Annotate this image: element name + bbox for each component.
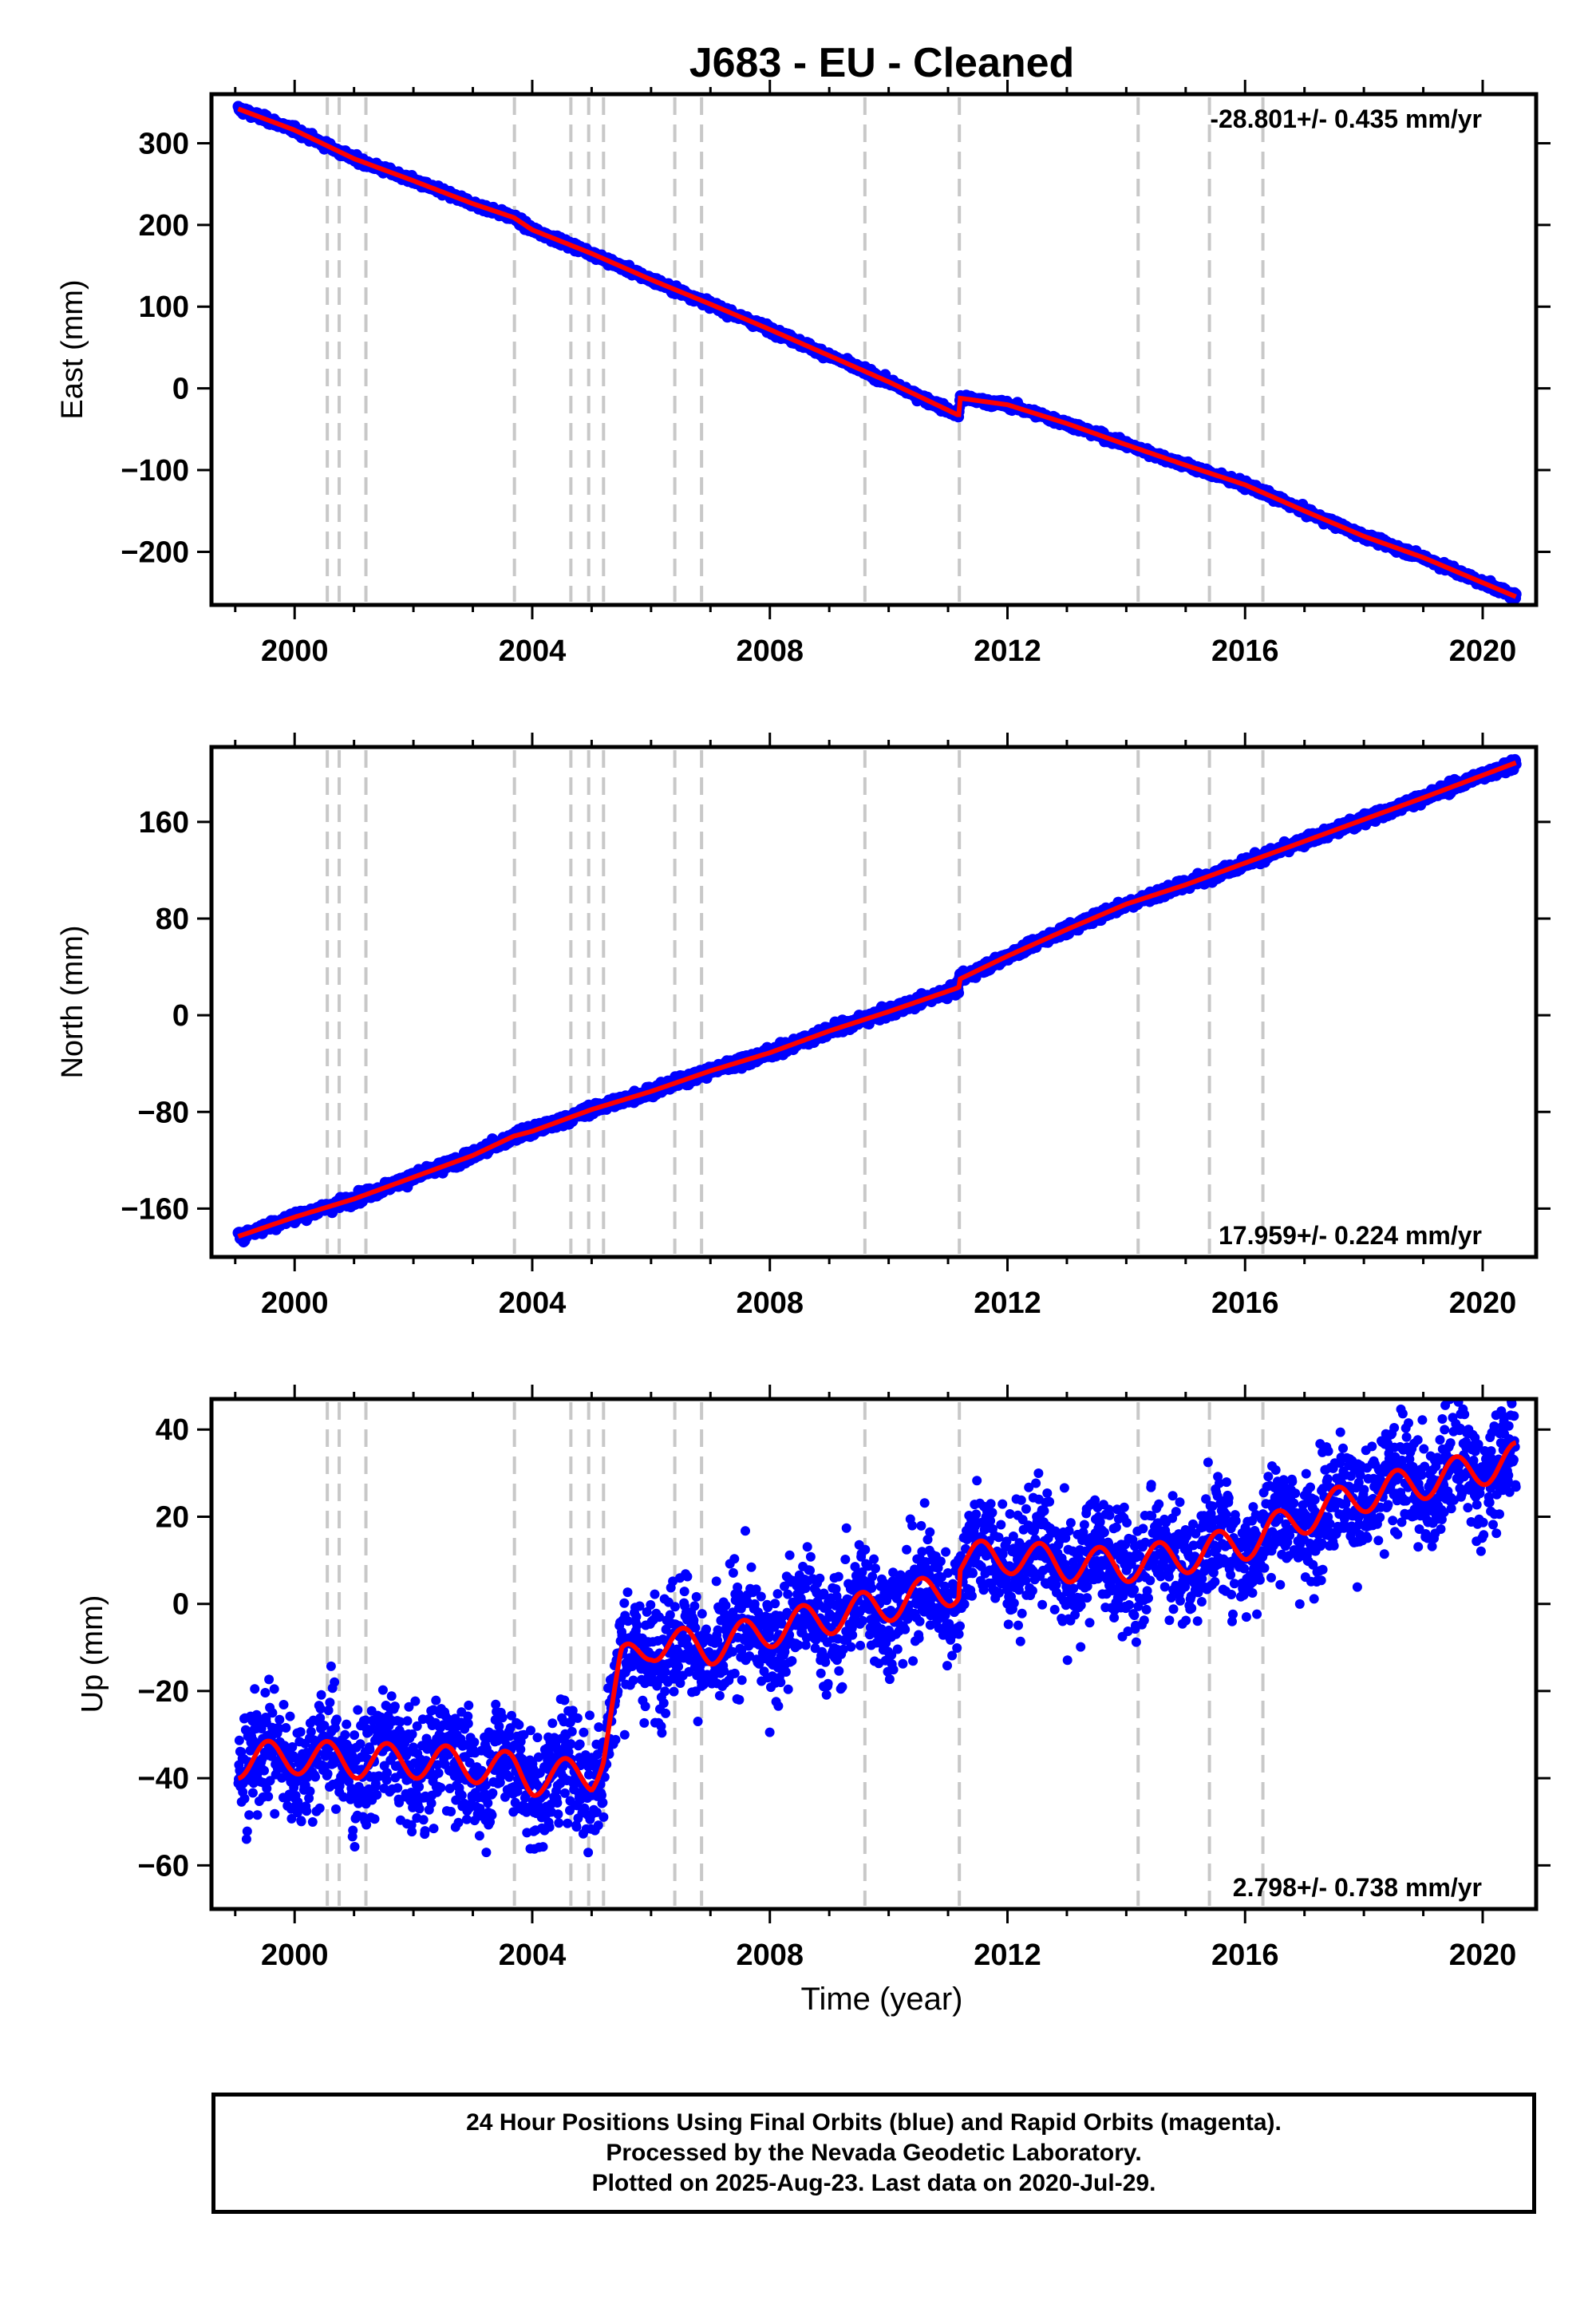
x-tick-label: 2016 — [1211, 634, 1279, 668]
x-tick-label: 2000 — [261, 634, 329, 668]
plot-frame — [209, 92, 1539, 607]
y-tick-label: −100 — [120, 454, 189, 488]
x-tick-label: 2008 — [736, 634, 804, 668]
y-tick-label: 100 — [139, 290, 189, 324]
x-tick-label: 2012 — [974, 634, 1041, 668]
panel-north: 2000 2004 2008 2012 2016 2020−160−80080160Nor… — [56, 733, 1551, 1320]
y-tick-label: −200 — [120, 536, 189, 569]
panel-east: 2000 2004 2008 2012 2016 2020 −200 −100 0 100 200 3… — [56, 80, 1551, 668]
y-tick-label: 200 — [139, 209, 189, 243]
y-tick-label: 0 — [172, 373, 189, 406]
x-tick-label: 2020 — [1449, 634, 1517, 668]
data-points — [232, 101, 1522, 605]
y-axis-label: East (mm) — [56, 279, 89, 419]
rate-label: -28.801+/- 0.435 mm/yr — [1210, 105, 1482, 133]
x-tick-label: 2004 — [499, 634, 567, 668]
model-line — [237, 106, 1517, 599]
chart-title: J683 - EU - Cleaned — [689, 40, 1075, 86]
y-tick-label: 300 — [139, 127, 189, 160]
chart-panels: 2000 2004 2008 2012 2016 2020 −200 −100 0 100 200 3… — [56, 80, 1551, 1972]
